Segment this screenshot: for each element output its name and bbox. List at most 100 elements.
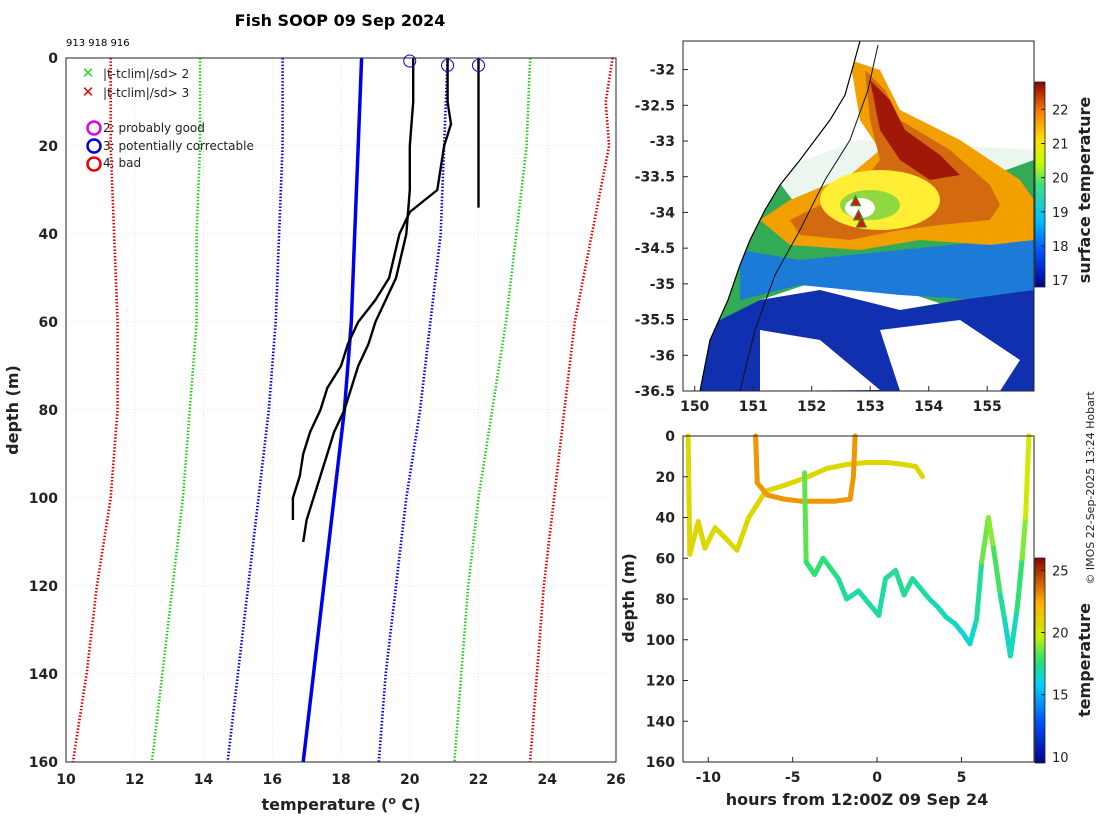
profile-ylabel: depth (m) (3, 365, 22, 455)
section-x-ticks: -10 -5 0 5 (696, 757, 966, 786)
coastline (699, 41, 861, 391)
map-axes-frame (682, 40, 1035, 392)
section-y-tick-label: 120 (646, 674, 675, 690)
legend-label: 3: potentially correctable (103, 139, 254, 153)
section-track-segment (722, 535, 740, 553)
profile-xlabel: temperature (o C) (261, 794, 420, 814)
section-track-segment (764, 492, 787, 502)
section-x-tick-label: -10 (696, 770, 722, 786)
map-y-tick-label: -32.5 (635, 98, 675, 114)
section-track-segment (1007, 606, 1020, 659)
section-track-segment (702, 525, 718, 551)
section-y-tick-label: 100 (646, 633, 675, 649)
sst-colorbar-tick-label: 22 (1052, 103, 1069, 118)
map-y-tick-label: -32 (650, 63, 675, 79)
section-track-segment (991, 545, 1003, 598)
profile-series (71, 57, 614, 763)
profile-chart: 10 12 14 16 18 20 22 24 26 0 20 40 60 80 100 120 140 160… (3, 51, 626, 814)
profile-x-tick-label: 14 (194, 772, 214, 788)
map-x-tick-label: 154 (914, 399, 943, 415)
profile-axes-frame (65, 57, 617, 763)
legend: ✕ |t-tclim|/sd> 2 ✕ |t-tclim|/sd> 3 2: p… (82, 64, 254, 172)
section-track-segment (812, 555, 826, 577)
ship-track-line (739, 44, 879, 391)
sst-map: 150 151 152 153 154 155 -32-32.5-33-33.5-34-3… (635, 40, 1094, 415)
section-track-segment (974, 559, 985, 622)
imos-credit: © IMOS 22-Sep-2025 13:24 Hobart (1084, 391, 1097, 585)
profile-series-line (150, 58, 202, 763)
temp-colorbar-tick-label: 25 (1052, 564, 1069, 579)
sst-field-blue (740, 230, 1034, 300)
profile-flag-marker (472, 58, 485, 72)
section-track-segment (802, 470, 809, 565)
section-track-segment (685, 433, 693, 557)
sst-colorbar-tick-label: 17 (1052, 274, 1069, 289)
profile-y-tick-label: 100 (29, 491, 58, 507)
legend-circle-red-icon (86, 156, 102, 172)
profile-flag-marker (441, 58, 455, 72)
map-y-tick-label: -35.5 (635, 313, 675, 329)
section-track-segment (847, 474, 856, 502)
section-track-segment (823, 462, 850, 472)
section-track-segment (753, 433, 760, 486)
sst-colorbar-tick-label: 21 (1052, 138, 1069, 153)
map-y-tick-label: -36.5 (635, 384, 675, 400)
profile-series-line (453, 57, 532, 763)
section-track-segment (913, 464, 926, 480)
section-y-tick-label: 0 (665, 429, 675, 445)
drop-location-markers (849, 194, 868, 228)
land-mask (683, 41, 860, 391)
section-y-tick-label: 80 (656, 592, 676, 608)
temp-colorbar (1034, 557, 1046, 764)
section-y-ticks: 0 20 40 60 80 100 120 140 160 (646, 429, 688, 771)
profile-y-tick-label: 20 (39, 139, 59, 155)
map-y-tick-label: -35 (650, 277, 675, 293)
profile-series-line (528, 57, 614, 763)
profile-y-ticks: 0 20 40 60 80 100 120 140 160 (29, 51, 58, 771)
profile-y-tick-label: 60 (39, 315, 59, 331)
legend-label: 4: bad (103, 156, 141, 170)
drop-location-marker (849, 194, 862, 207)
map-y-tick-label: -33.5 (635, 170, 675, 186)
map-y-tick-label: -33 (650, 134, 675, 150)
map-x-tick-label: 153 (856, 399, 885, 415)
section-track-segment (754, 480, 770, 498)
section-track-segment (687, 519, 701, 557)
section-y-tick-label: 160 (646, 755, 675, 771)
profile-x-tick-label: 24 (538, 772, 558, 788)
section-y-tick-label: 140 (646, 714, 675, 730)
sst-colorbar-tick-label: 18 (1052, 240, 1069, 255)
section-y-tick-label: 60 (656, 551, 676, 567)
profile-series-line (226, 58, 284, 763)
profile-flag-marker (403, 54, 417, 68)
profile-x-tick-label: 10 (56, 772, 76, 788)
profile-y-tick-label: 140 (29, 667, 58, 683)
section-track-segment (835, 576, 850, 602)
map-x-tick-label: 155 (973, 399, 1002, 415)
section-track-segment (1019, 515, 1029, 561)
section-track-segment (805, 466, 829, 480)
sst-colorbar (1034, 81, 1046, 288)
profile-series-line (301, 57, 364, 763)
legend-circle-magenta-icon (86, 120, 102, 136)
map-x-tick-label: 152 (797, 399, 826, 415)
section-track-segment (1014, 555, 1025, 612)
legend-label: |t-tclim|/sd> 3 (103, 86, 189, 100)
profile-y-tick-label: 40 (39, 227, 59, 243)
map-y-tick-label: -34.5 (635, 241, 675, 257)
section-track-segment (820, 555, 841, 582)
map-y-tick-label: -34 (650, 205, 676, 221)
legend-label: 2: probably good (103, 121, 205, 135)
profile-y-tick-label: 0 (48, 51, 58, 67)
map-x-tick-label: 151 (739, 399, 768, 415)
section-track-segment (997, 592, 1008, 626)
drop-location-marker (855, 216, 868, 228)
sst-field-red (870, 80, 960, 180)
profile-grid (65, 57, 617, 763)
section-ylabel: depth (m) (619, 553, 638, 643)
profile-y-tick-label: 80 (39, 403, 59, 419)
section-track-segment (876, 576, 888, 618)
sst-colorbar-label: surface temperature (1075, 97, 1094, 284)
section-x-tick-label: -5 (785, 770, 801, 786)
